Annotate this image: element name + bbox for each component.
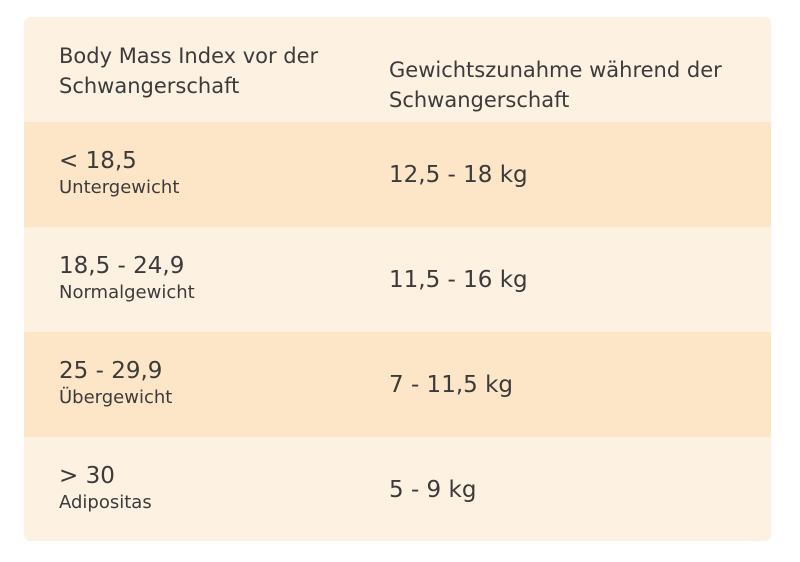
table-row: > 30 Adipositas 5 - 9 kg <box>24 437 771 541</box>
table-row: 25 - 29,9 Übergewicht 7 - 11,5 kg <box>24 332 771 437</box>
bmi-category: Übergewicht <box>59 387 173 408</box>
table: Body Mass Index vor der Schwangerschaft … <box>24 17 771 541</box>
bmi-range: > 30 <box>59 463 115 489</box>
bmi-range: 18,5 - 24,9 <box>59 253 185 279</box>
bmi-range: < 18,5 <box>59 148 137 174</box>
bmi-cell: > 30 Adipositas <box>59 461 359 515</box>
table-row: < 18,5 Untergewicht 12,5 - 18 kg <box>24 122 771 227</box>
bmi-cell: 25 - 29,9 Übergewicht <box>59 356 359 410</box>
bmi-category: Untergewicht <box>59 177 180 198</box>
header-row: Body Mass Index vor der Schwangerschaft … <box>24 17 771 122</box>
table-row: 18,5 - 24,9 Normalgewicht 11,5 - 16 kg <box>24 227 771 332</box>
bmi-cell: 18,5 - 24,9 Normalgewicht <box>59 251 359 305</box>
weight-gain: 12,5 - 18 kg <box>389 162 528 188</box>
table-body: < 18,5 Untergewicht 12,5 - 18 kg 18,5 - 24,… <box>24 122 771 541</box>
header-cell: Gewichtszunahme während der Schwangersch… <box>389 58 722 112</box>
weight-gain: 5 - 9 kg <box>389 477 477 503</box>
bmi-category: Normalgewicht <box>59 282 195 303</box>
bmi-range: 25 - 29,9 <box>59 358 163 384</box>
bmi-cell: < 18,5 Untergewicht <box>59 146 359 200</box>
weight-gain: 7 - 11,5 kg <box>389 372 513 398</box>
header-cell: Body Mass Index vor der Schwangerschaft <box>59 44 319 98</box>
weight-gain: 11,5 - 16 kg <box>389 267 528 293</box>
bmi-category: Adipositas <box>59 492 152 513</box>
